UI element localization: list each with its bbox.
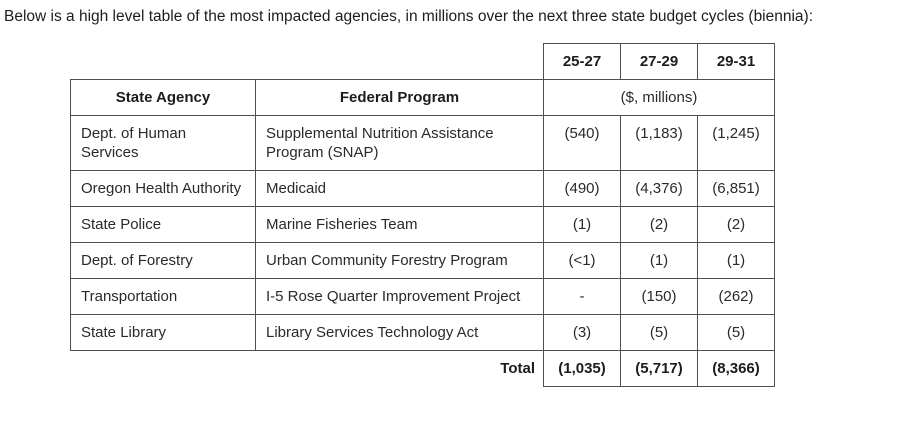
- value-cell-25-27: (490): [543, 170, 621, 207]
- value-cell-27-29: (5): [620, 314, 698, 351]
- value-cell-29-31: (1,245): [697, 115, 775, 171]
- agency-cell: Oregon Health Authority: [70, 170, 256, 207]
- program-cell: Supplemental Nutrition Assistance Progra…: [255, 115, 544, 171]
- agency-cell: Dept. of Forestry: [70, 242, 256, 279]
- col-header-state-agency: State Agency: [70, 79, 256, 116]
- period-header-25-27: 25-27: [543, 43, 621, 80]
- table-row: Dept. of Forestry Urban Community Forest…: [70, 242, 775, 279]
- agency-cell: Dept. of Human Services: [70, 115, 256, 171]
- table-row: Dept. of Human Services Supplemental Nut…: [70, 115, 775, 171]
- value-cell-29-31: (262): [697, 278, 775, 315]
- agency-cell: State Police: [70, 206, 256, 243]
- program-cell: Library Services Technology Act: [255, 314, 544, 351]
- period-header-29-31: 29-31: [697, 43, 775, 80]
- value-cell-27-29: (150): [620, 278, 698, 315]
- value-cell-25-27: (1): [543, 206, 621, 243]
- program-cell: Marine Fisheries Team: [255, 206, 544, 243]
- intro-text: Below is a high level table of the most …: [4, 8, 814, 25]
- program-cell: Medicaid: [255, 170, 544, 207]
- impact-table: 25-27 27-29 29-31 State Agency Federal P…: [70, 43, 775, 387]
- value-cell-25-27: (3): [543, 314, 621, 351]
- total-value-27-29: (5,717): [620, 350, 698, 387]
- value-cell-25-27: (540): [543, 115, 621, 171]
- table-row: State Police Marine Fisheries Team (1) (…: [70, 206, 775, 243]
- value-cell-25-27: -: [543, 278, 621, 315]
- agency-cell: State Library: [70, 314, 256, 351]
- value-cell-27-29: (1,183): [620, 115, 698, 171]
- value-cell-29-31: (6,851): [697, 170, 775, 207]
- value-cell-27-29: (2): [620, 206, 698, 243]
- value-cell-29-31: (1): [697, 242, 775, 279]
- period-header-27-29: 27-29: [620, 43, 698, 80]
- value-cell-27-29: (1): [620, 242, 698, 279]
- period-header-row: 25-27 27-29 29-31: [71, 43, 775, 80]
- value-cell-29-31: (2): [697, 206, 775, 243]
- units-header: ($, millions): [543, 79, 775, 116]
- program-cell: Urban Community Forestry Program: [255, 242, 544, 279]
- agency-cell: Transportation: [70, 278, 256, 315]
- table-row: State Library Library Services Technolog…: [70, 314, 775, 351]
- value-cell-27-29: (4,376): [620, 170, 698, 207]
- table-row: Oregon Health Authority Medicaid (490) (…: [70, 170, 775, 207]
- value-cell-29-31: (5): [697, 314, 775, 351]
- period-header-spacer: [71, 44, 544, 80]
- total-label: Total: [500, 360, 535, 377]
- value-cell-25-27: (<1): [543, 242, 621, 279]
- total-value-29-31: (8,366): [697, 350, 775, 387]
- col-header-federal-program: Federal Program: [255, 79, 544, 116]
- total-row: Total (1,035) (5,717) (8,366): [71, 350, 775, 387]
- column-header-row: State Agency Federal Program ($, million…: [70, 79, 775, 116]
- program-cell: I-5 Rose Quarter Improvement Project: [255, 278, 544, 315]
- total-value-25-27: (1,035): [543, 350, 621, 387]
- table-row: Transportation I-5 Rose Quarter Improvem…: [70, 278, 775, 315]
- total-row-spacer: [71, 351, 256, 387]
